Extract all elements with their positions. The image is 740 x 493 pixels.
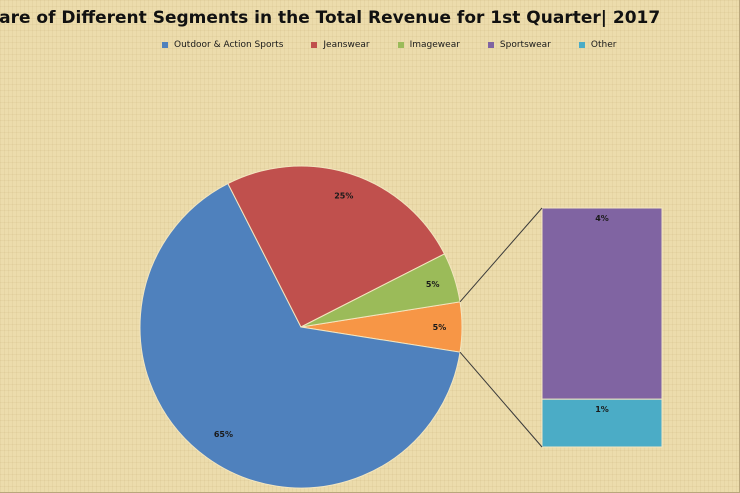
chart-legend: Outdoor & Action Sports Jeanswear Imagewea… [162,40,616,50]
bar-segment [541,207,663,400]
bar-label: 1% [595,405,609,414]
slice-label: 5% [433,323,447,332]
slice-label: 65% [214,430,233,439]
legend-item: Other [578,40,617,50]
pie-slice [139,182,461,489]
bar-label: 4% [595,214,609,223]
connector-line [459,351,543,448]
legend-swatch [162,42,168,48]
legend-item: Jeanswear [311,40,370,50]
legend-label: Sportswear [499,40,551,50]
legend-item: Sportswear [487,40,551,50]
pie-slice [227,165,446,328]
connector-line [459,207,543,303]
slice-label: 5% [426,280,440,289]
legend-swatch [487,42,494,48]
legend-swatch [311,42,318,48]
legend-label: Other [590,40,617,50]
legend-label: Jeanswear [323,40,370,50]
legend-swatch [578,42,585,48]
legend-swatch [397,42,404,48]
legend-label: Imagewear [409,40,460,50]
slice-label: 25% [334,191,353,200]
chart-title: hare of Different Segments in the Total … [0,8,661,28]
legend-label: Outdoor & Action Sports [174,40,284,50]
bar-segment [541,398,663,448]
legend-item: Imagewear [397,40,460,50]
legend-item: Outdoor & Action Sports [162,40,283,50]
